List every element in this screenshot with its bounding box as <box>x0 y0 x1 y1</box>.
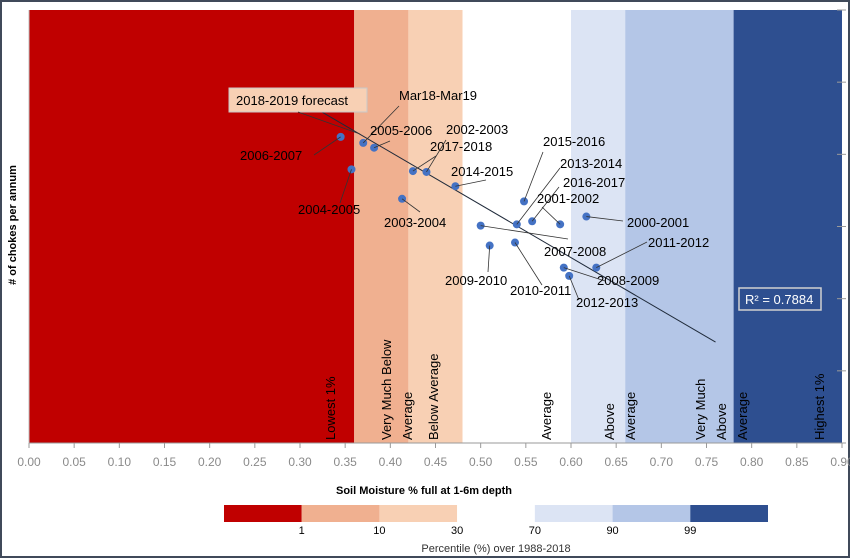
point-label-2008-2009: 2008-2009 <box>597 273 659 288</box>
x-tick-label: 0.75 <box>695 455 719 469</box>
x-tick-label: 0.30 <box>288 455 312 469</box>
point-label-2007-2008: 2007-2008 <box>544 244 606 259</box>
legend-tick: 90 <box>606 525 618 537</box>
leader-2017-2018 <box>412 155 437 172</box>
leader-mar18-mar19 <box>362 105 400 144</box>
point-label-2006-2007: 2006-2007 <box>240 148 302 163</box>
leader-2009-2010 <box>487 245 491 273</box>
point-label-2016-2017: 2016-2017 <box>563 175 625 190</box>
x-tick-label: 0.70 <box>650 455 674 469</box>
point-label-2003-2004: 2003-2004 <box>384 215 446 230</box>
band-very-much-below-average <box>354 10 409 443</box>
x-tick-label: 0.25 <box>243 455 267 469</box>
r2-label: R² = 0.7884 <box>745 292 813 307</box>
x-tick-label: 0.50 <box>469 455 493 469</box>
band-highest-1 <box>733 10 842 443</box>
band-label-very-much-above-average: Very Much Above Average <box>693 379 750 440</box>
point-label-2004-2005: 2004-2005 <box>298 202 360 217</box>
leader-2014-2015 <box>455 179 487 187</box>
leader-2015-2016 <box>523 151 544 202</box>
leader-2011-2012 <box>596 241 648 268</box>
percentile-legend: 1 10 30 70 90 99 Percentile (%) over 1988-2018 <box>224 505 768 555</box>
leader-2003-2004 <box>401 198 421 213</box>
x-tick-label: 0.20 <box>198 455 222 469</box>
x-axis: 0.00 0.05 0.10 0.15 0.20 0.25 0.30 0.35 0.40 0.45… <box>17 442 850 469</box>
leader-2004-2005 <box>339 169 352 204</box>
x-tick-label: 0.90 <box>830 455 850 469</box>
legend-swatch <box>690 505 768 522</box>
point-labels: 2006-2007 Mar18-Mar19 2005-2006 2004-2005 20… <box>240 88 709 310</box>
legend-tick: 1 <box>299 525 305 537</box>
point-label-2012-2013: 2012-2013 <box>576 295 638 310</box>
point-label-2005-2006: 2005-2006 <box>370 123 432 138</box>
x-tick-label: 0.40 <box>379 455 403 469</box>
legend-swatch <box>301 505 380 522</box>
leader-2012-2013 <box>568 275 580 301</box>
point-label-2014-2015: 2014-2015 <box>451 164 513 179</box>
band-lowest-1 <box>29 10 355 443</box>
legend-tick: 99 <box>684 525 696 537</box>
x-tick-label: 0.45 <box>424 455 448 469</box>
forecast-label: 2018-2019 forecast <box>236 93 348 108</box>
point-label-2013-2014: 2013-2014 <box>560 156 622 171</box>
point-label-mar18-mar19: Mar18-Mar19 <box>399 88 477 103</box>
leader-2016-2017 <box>531 186 560 222</box>
band-above-average <box>571 10 626 443</box>
point-label-2017-2018: 2017-2018 <box>430 139 492 154</box>
point-label-2009-2010: 2009-2010 <box>445 273 507 288</box>
leader-2002-2003 <box>426 139 447 173</box>
x-tick-label: 0.35 <box>333 455 357 469</box>
band-label-very-much-below-average: Very Much Below Average <box>379 339 415 440</box>
legend-swatch <box>224 505 302 522</box>
x-tick-label: 0.60 <box>559 455 583 469</box>
point-label-2000-2001: 2000-2001 <box>627 215 689 230</box>
x-tick-label: 0.85 <box>785 455 809 469</box>
leader-2006-2007 <box>313 136 341 156</box>
legend-tick: 10 <box>373 525 385 537</box>
point-label-2011-2012: 2011-2012 <box>648 235 709 250</box>
forecast-leader <box>297 111 361 135</box>
legend-tick: 30 <box>451 525 463 537</box>
band-below-average <box>408 10 463 443</box>
leader-2013-2014 <box>516 167 561 225</box>
band-label-highest-1: Highest 1% <box>812 373 827 440</box>
x-tick-label: 0.80 <box>740 455 764 469</box>
band-label-lowest-1: Lowest 1% <box>323 376 338 440</box>
x-axis-title: Soil Moisture % full at 1-6m depth <box>336 485 512 497</box>
x-tick-label: 0.55 <box>514 455 538 469</box>
leader-2005-2006 <box>373 140 391 149</box>
point-label-2015-2016: 2015-2016 <box>543 134 605 149</box>
point-label-2001-2002: 2001-2002 <box>537 191 599 206</box>
point-label-2002-2003: 2002-2003 <box>446 122 508 137</box>
leader-2010-2011 <box>514 242 543 286</box>
legend-swatch <box>612 505 691 522</box>
x-tick-label: 0.05 <box>62 455 86 469</box>
r2-box <box>738 287 822 311</box>
legend-swatch <box>379 505 458 522</box>
x-tick-label: 0.15 <box>153 455 177 469</box>
point-label-2010-2011: 2010-2011 <box>510 283 571 298</box>
y-axis-title: # of chokes per annum <box>7 165 19 285</box>
leader-2001-2002 <box>541 206 561 225</box>
x-tick-label: 0.00 <box>17 455 41 469</box>
x-tick-label: 0.65 <box>604 455 628 469</box>
annotations: 2018-2019 forecast R² = 0.7884 <box>228 87 822 311</box>
legend-tick: 70 <box>529 525 541 537</box>
x-tick-label: 0.10 <box>108 455 132 469</box>
legend-swatch <box>457 505 535 522</box>
forecast-box <box>228 87 368 113</box>
leader-2008-2009 <box>563 267 606 282</box>
legend-title: Percentile (%) over 1988-2018 <box>421 543 570 555</box>
band-label-below-average: Below Average <box>426 354 441 441</box>
leader-2000-2001 <box>586 216 624 222</box>
leader-2007-2008 <box>480 225 569 240</box>
percentile-bands: Lowest 1% Very Much Below Average Below Ave… <box>29 10 842 443</box>
band-very-much-above-average <box>625 10 734 443</box>
band-label-average: Average <box>539 392 554 440</box>
band-label-above-average: Above Average <box>602 392 638 440</box>
legend-swatch <box>534 505 613 522</box>
